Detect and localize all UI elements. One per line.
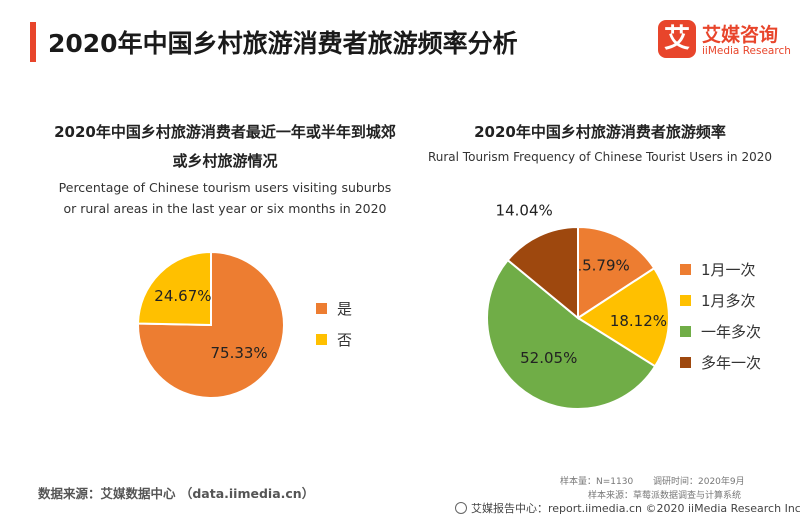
chart1-title-line2: 或乡村旅游情况: [172, 152, 278, 170]
page-title: 2020年中国乡村旅游消费者旅游频率分析: [48, 29, 518, 58]
chart2-legend-label-1: 1月多次: [701, 292, 756, 310]
logo-name: 艾媒咨询: [702, 24, 779, 46]
chart1-subtitle: Percentage of Chinese tourism users visi…: [20, 177, 430, 219]
title-accent-bar: [30, 22, 36, 62]
chart2-legend-swatch-2: [680, 326, 691, 337]
chart1-slice-0: [137, 250, 285, 399]
chart2-title: 2020年中国乡村旅游消费者旅游频率: [474, 123, 726, 141]
chart2-legend-item-1: 1月多次: [680, 285, 761, 316]
chart1-legend: 是否: [316, 293, 352, 355]
sample-source: 样本来源：草莓派数据调查与计算系统: [588, 491, 742, 501]
chart2-slice-label-2: 52.05%: [520, 349, 577, 367]
chart2-subtitle: Rural Tourism Frequency of Chinese Touri…: [427, 150, 773, 164]
chart2-slice-3: [506, 225, 579, 321]
chart1-legend-label-1: 否: [337, 331, 353, 349]
survey-time: 调研时间：2020年9月: [653, 477, 745, 487]
chart2-legend-label-3: 多年一次: [701, 354, 762, 372]
chart1-subtitle-line2: or rural areas in the last year or six m…: [63, 201, 387, 216]
chart1-slice-1: [136, 250, 212, 327]
chart2-legend-item-0: 1月一次: [680, 254, 761, 285]
chart2-legend: 1月一次 1月多次一年多次多年一次: [680, 254, 761, 378]
footer-copyright: 艾媒报告中心：report.iimedia.cn ©2020 iiMedia R…: [455, 500, 800, 516]
chart2-legend-label-2: 一年多次: [701, 323, 762, 341]
chart1-subtitle-line1: Percentage of Chinese tourism users visi…: [58, 180, 392, 195]
chart1-legend-label-0: 是: [337, 300, 353, 318]
chart2-legend-label-0: 1月一次: [701, 261, 756, 279]
chart2-slice-label-0: 15.79%: [573, 256, 630, 274]
chart2-legend-item-3: 多年一次: [680, 347, 761, 378]
data-source: 数据来源：艾媒数据中心 （data.iimedia.cn）: [38, 486, 315, 501]
report-center-icon: [455, 502, 467, 514]
chart1-slice-label-0: 75.33%: [210, 344, 267, 362]
chart2-legend-swatch-1: [680, 295, 691, 306]
chart1-legend-item-1: 否: [316, 324, 352, 355]
logo-english: iiMedia Research: [702, 45, 791, 57]
chart2-slice-1: [576, 266, 670, 368]
chart2-legend-swatch-3: [680, 357, 691, 368]
chart1-legend-swatch-1: [316, 334, 327, 345]
sample-size: 样本量：N=1130: [560, 477, 634, 487]
copyright-text: 艾媒报告中心：report.iimedia.cn ©2020 iiMedia R…: [471, 502, 800, 515]
chart1-legend-swatch-0: [316, 303, 327, 314]
chart2-legend-swatch-0: [680, 264, 691, 275]
chart2-slice-0: [577, 225, 656, 320]
chart1-title-line1: 2020年中国乡村旅游消费者最近一年或半年到城郊: [54, 123, 396, 141]
logo-glyph: 艾: [658, 20, 696, 58]
iimedia-logo: 艾 艾媒咨询 iiMedia Research: [658, 20, 798, 64]
chart1-slice-label-1: 24.67%: [154, 287, 211, 305]
chart2-legend-item-2: 一年多次: [680, 316, 761, 347]
chart2-slice-2: [485, 258, 657, 410]
chart2-slice-label-1: 18.12%: [610, 312, 667, 330]
chart1-legend-item-0: 是: [316, 293, 352, 324]
chart2-slice-label-3: 14.04%: [496, 201, 553, 219]
